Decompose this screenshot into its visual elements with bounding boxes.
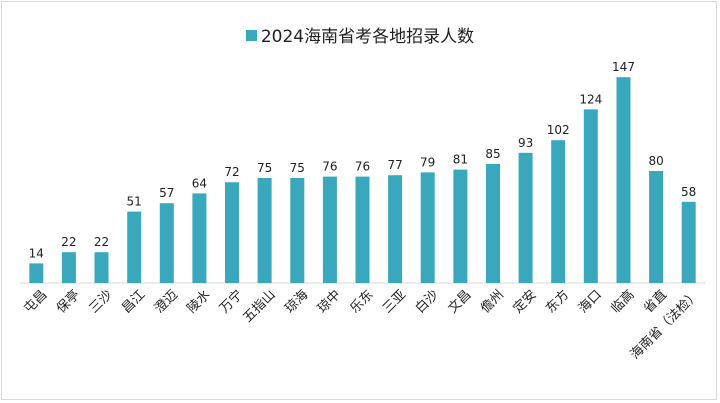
bar-7 (225, 182, 239, 283)
bar-2 (61, 252, 76, 283)
bar-5 (159, 203, 174, 283)
bar-9 (290, 178, 305, 283)
bar-16 (518, 152, 533, 283)
value-label-3: 22 (94, 235, 109, 249)
bar-18 (583, 109, 598, 284)
category-label-20: 省直 (641, 287, 670, 316)
value-label-16: 93 (518, 136, 533, 150)
bar-1 (29, 263, 44, 283)
category-label-8: 五指山 (240, 287, 278, 325)
bar-13 (420, 172, 435, 283)
bar-14 (453, 169, 468, 283)
value-labels-group: 14 22 22 51 57 64 72 75 75 76 76 77 79 81 85 93 102 124 14… (29, 60, 697, 260)
value-label-10: 76 (322, 160, 337, 174)
category-label-5: 澄迈 (152, 287, 181, 316)
category-labels-group: 屯昌 保亭 三沙 昌江 澄迈 陵水 万宁五指山 琼海 琼中 乐东 三亚 白沙 文昌 儋州 定安 东方 海口 临高省… (21, 287, 702, 363)
bar-19 (616, 77, 631, 283)
value-label-8: 75 (257, 161, 272, 175)
value-label-12: 77 (387, 158, 402, 172)
bars-group (29, 77, 696, 284)
category-label-3: 三沙 (87, 287, 116, 316)
value-label-21: 58 (681, 185, 696, 199)
value-label-9: 75 (290, 161, 305, 175)
category-label-7: 万宁 (216, 287, 246, 317)
legend-label: 2024海南省考各地招录人数 (260, 27, 475, 47)
bar-15 (486, 164, 500, 283)
bar-6 (192, 193, 207, 283)
value-label-13: 79 (420, 155, 435, 169)
category-label-19: 临高 (608, 287, 638, 317)
bar-8 (257, 178, 272, 283)
category-label-4: 昌江 (119, 287, 148, 316)
bar-21 (681, 201, 696, 283)
category-label-13: 白沙 (412, 287, 442, 317)
value-label-11: 76 (355, 160, 370, 174)
bar-11 (355, 176, 370, 283)
bar-12 (388, 175, 403, 283)
category-label-11: 乐东 (348, 287, 377, 316)
bar-4 (127, 211, 142, 283)
value-label-5: 57 (159, 186, 174, 200)
value-label-4: 51 (127, 195, 142, 209)
value-label-17: 102 (547, 123, 570, 137)
category-label-15: 儋州 (478, 287, 507, 316)
category-label-2: 保亭 (53, 287, 83, 317)
category-label-9: 琼海 (282, 287, 311, 316)
category-label-6: 陵水 (184, 287, 213, 316)
category-label-12: 三亚 (380, 287, 409, 316)
bar-3 (94, 252, 109, 283)
chart-legend: 2024海南省考各地招录人数 (0, 22, 720, 47)
category-label-16: 定安 (511, 287, 540, 316)
value-label-20: 80 (648, 154, 663, 168)
category-label-1: 屯昌 (21, 287, 50, 316)
category-label-10: 琼中 (315, 287, 344, 316)
value-label-1: 14 (29, 246, 44, 260)
category-label-14: 文昌 (445, 287, 474, 316)
legend-swatch (245, 30, 257, 41)
bar-20 (649, 171, 664, 283)
value-label-18: 124 (579, 92, 602, 106)
category-label-17: 东方 (543, 287, 573, 317)
value-label-15: 85 (485, 147, 500, 161)
value-label-14: 81 (453, 153, 468, 167)
value-label-19: 147 (612, 60, 635, 74)
value-label-6: 64 (192, 176, 207, 190)
bar-17 (551, 140, 566, 283)
bar-10 (322, 176, 337, 283)
category-label-18: 海口 (576, 287, 605, 316)
value-label-7: 72 (224, 165, 239, 179)
value-label-2: 22 (61, 235, 76, 249)
